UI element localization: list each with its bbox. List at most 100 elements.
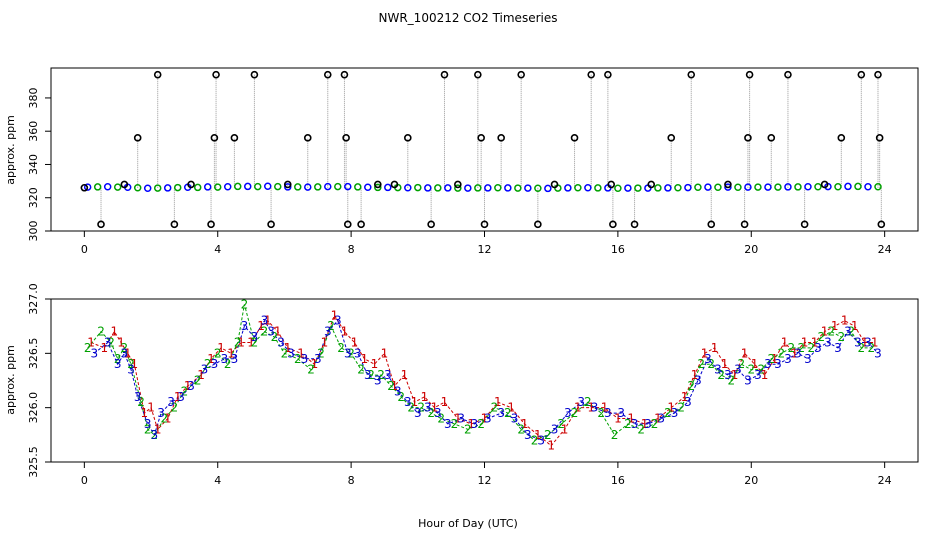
baseline-point (834, 183, 842, 191)
spike-point (303, 134, 312, 142)
series-point: 1 (851, 319, 859, 333)
series-point: 3 (604, 406, 612, 420)
series-point: 1 (441, 395, 449, 409)
series-point: 2 (271, 330, 279, 344)
baseline-point (784, 183, 792, 191)
y-axis: 300 320 340 360 380 (27, 87, 51, 242)
series-point: 2 (204, 357, 212, 371)
series-point: 2 (337, 341, 345, 355)
baseline-point (564, 184, 572, 192)
spike-point (687, 70, 696, 79)
series-point: 1 (351, 335, 359, 349)
series-point: 3 (187, 379, 195, 393)
spike-point (454, 180, 462, 189)
series-point: 1 (247, 335, 255, 349)
series-point: 2 (624, 417, 632, 431)
series-point: 3 (267, 325, 275, 339)
baseline-point (404, 184, 412, 192)
series-point: 1 (411, 395, 419, 409)
series-point: 1 (454, 412, 462, 426)
series-point: 1 (587, 401, 595, 415)
series-point: 1 (217, 341, 225, 355)
spike-point (837, 134, 846, 142)
spike-point (667, 134, 676, 142)
baseline-point (354, 183, 362, 191)
baseline-point (153, 184, 162, 192)
series-point: 2 (677, 401, 685, 415)
series-point: 3 (414, 406, 422, 420)
series-point: 2 (651, 417, 659, 431)
series-point: 1 (681, 390, 689, 404)
spike-point (373, 180, 382, 189)
series-point: 3 (167, 395, 175, 409)
series-point: 3 (471, 417, 479, 431)
series-line (87, 304, 872, 441)
baseline-point (414, 183, 422, 192)
series-point: 1 (227, 346, 235, 360)
spike-point (724, 180, 732, 189)
baseline-point (334, 182, 342, 191)
series-point: 2 (377, 368, 385, 382)
x-tick-label: 4 (214, 474, 221, 487)
series-point: 3 (354, 346, 362, 360)
series-point: 1 (721, 357, 729, 371)
spike-point (133, 134, 142, 142)
baseline-point (223, 183, 232, 191)
series-point: 1 (781, 335, 789, 349)
baseline-point (233, 182, 242, 191)
series-point: 1 (381, 346, 389, 360)
series-point: 2 (294, 352, 302, 366)
series-point: 2 (84, 341, 92, 355)
series-point: 2 (307, 363, 315, 377)
series-point: 3 (774, 357, 782, 371)
baseline-point (544, 184, 552, 193)
spike-point (390, 180, 399, 189)
baseline-point (754, 183, 762, 191)
baseline-point (374, 183, 382, 192)
spike-point (404, 134, 412, 142)
baseline-point (93, 183, 102, 191)
series-point: 1 (731, 368, 739, 382)
spike-point (744, 134, 752, 142)
x-tick-label: 0 (81, 474, 88, 487)
baseline-point (614, 184, 622, 193)
series-point: 2 (107, 335, 115, 349)
spike-point (120, 180, 129, 189)
series-point: 2 (181, 384, 189, 398)
spike-point (800, 220, 809, 229)
series-point: 1 (861, 335, 869, 349)
series-point: 2 (531, 433, 539, 447)
series-point: 3 (151, 428, 159, 442)
series-point: 2 (407, 401, 415, 415)
series-point: 2 (697, 357, 705, 371)
series-point: 1 (117, 335, 125, 349)
series-point: 3 (127, 363, 135, 377)
x-axis: 0 4 8 12 16 20 24 (81, 462, 892, 487)
series-point: 2 (517, 422, 525, 436)
x-tick-label: 0 (81, 243, 88, 256)
series-point: 3 (404, 395, 412, 409)
baseline-point (213, 183, 222, 191)
series-point: 1 (534, 428, 542, 442)
series-point: 1 (124, 346, 132, 360)
series-point: 3 (724, 368, 732, 382)
baseline-point (324, 182, 332, 191)
spike-point (570, 134, 579, 142)
series-point: 2 (584, 395, 592, 409)
series-point: 1 (821, 325, 829, 339)
baseline-point (674, 184, 682, 192)
baseline-point (864, 183, 872, 191)
baseline-point (504, 184, 512, 192)
series-point: 2 (224, 357, 232, 371)
spike-lines (100, 74, 882, 225)
y-tick-label: 325.5 (27, 446, 40, 478)
spike-point (80, 183, 89, 192)
series-point: 1 (147, 401, 155, 415)
series-point: 3 (644, 417, 652, 431)
series-point: 2 (637, 422, 645, 436)
series-point: 2 (837, 330, 845, 344)
spike-point (250, 70, 259, 79)
spike-point (153, 70, 162, 79)
series-point: 1 (207, 352, 215, 366)
baseline-point (113, 183, 122, 191)
